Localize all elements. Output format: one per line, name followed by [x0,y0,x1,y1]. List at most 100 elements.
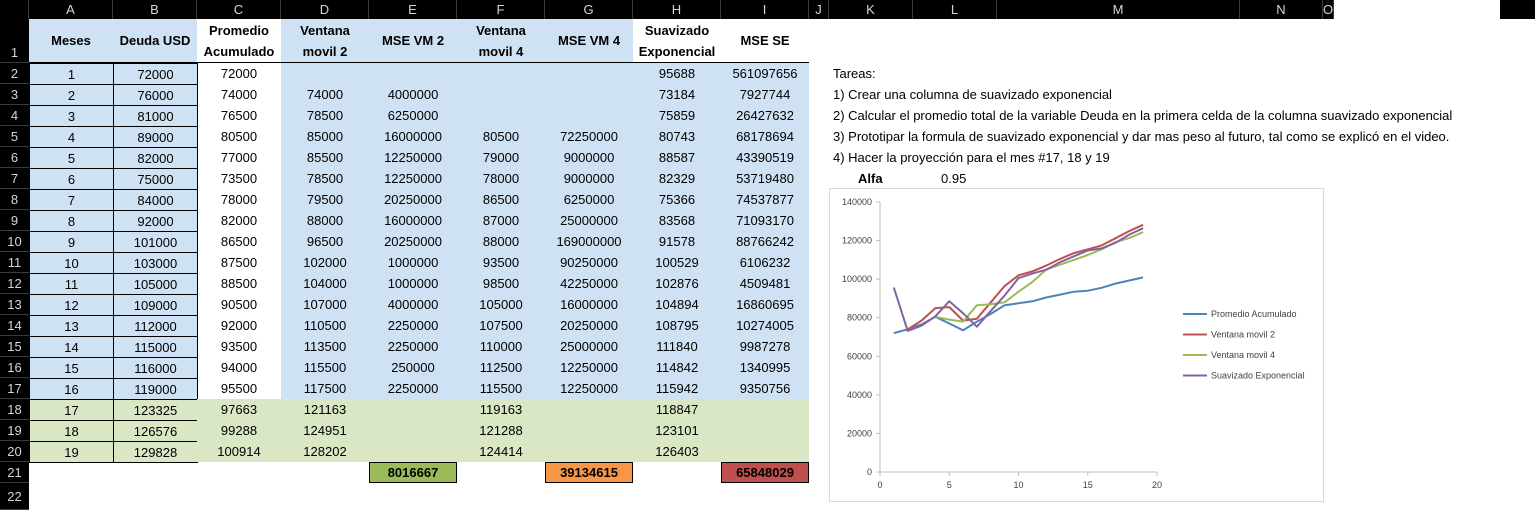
cell-i12[interactable]: 4509481 [721,273,809,294]
cell-b20[interactable]: 129828 [113,441,198,463]
cell-d10[interactable]: 96500 [281,231,369,252]
cell-a6[interactable]: 5 [29,147,114,169]
cell-e18[interactable] [369,399,457,420]
cell-c6[interactable]: 77000 [220,150,258,165]
cell-h17[interactable]: 115942 [633,378,721,399]
cell-i20[interactable] [721,441,809,462]
cell-e17[interactable]: 2250000 [369,378,457,399]
column-header-m[interactable]: M [997,0,1240,19]
cell-b7[interactable]: 75000 [113,168,198,190]
cell-b10[interactable]: 101000 [113,231,198,253]
cell-d13[interactable]: 107000 [281,294,369,315]
cell-h6[interactable]: 88587 [633,147,721,168]
cell-c15[interactable]: 93500 [220,339,258,354]
cell-e9[interactable]: 16000000 [369,210,457,231]
cell-h13[interactable]: 104894 [633,294,721,315]
cell-h18[interactable]: 118847 [633,399,721,420]
cell-f16[interactable]: 112500 [457,357,545,378]
cell-b8[interactable]: 84000 [113,189,198,211]
cell-b17[interactable]: 119000 [113,378,198,400]
cell-f17[interactable]: 115500 [457,378,545,399]
cell-h9[interactable]: 83568 [633,210,721,231]
cell-a19[interactable]: 18 [29,420,114,442]
cell-e7[interactable]: 12250000 [369,168,457,189]
row-header-15[interactable]: 15 [0,336,29,357]
alfa-value[interactable]: 0.95 [941,171,967,186]
column-header-g[interactable]: G [545,0,633,19]
cell-e12[interactable]: 1000000 [369,273,457,294]
cell-f15[interactable]: 110000 [457,336,545,357]
cell-i11[interactable]: 6106232 [721,252,809,273]
column-header-c[interactable]: C [197,0,281,19]
cell-d12[interactable]: 104000 [281,273,369,294]
cell-c10[interactable]: 86500 [220,234,258,249]
cell-d5[interactable]: 85000 [281,126,369,147]
column-header-h[interactable]: H [633,0,721,19]
cell-i3[interactable]: 7927744 [721,84,809,105]
cell-b16[interactable]: 116000 [113,357,198,379]
cell-g8[interactable]: 6250000 [545,189,633,210]
cell-f18[interactable]: 119163 [457,399,545,420]
cell-b11[interactable]: 103000 [113,252,198,274]
cell-c8[interactable]: 78000 [220,192,258,207]
column-header-j[interactable]: J [809,0,829,19]
column-header-i[interactable]: I [721,0,809,19]
cell-c9[interactable]: 82000 [220,213,258,228]
cell-f12[interactable]: 98500 [457,273,545,294]
cell-c5[interactable]: 80500 [220,129,258,144]
column-header-b[interactable]: B [113,0,197,19]
cell-d2[interactable] [281,63,369,84]
cell-d4[interactable]: 78500 [281,105,369,126]
cell-f14[interactable]: 107500 [457,315,545,336]
cell-i14[interactable]: 10274005 [721,315,809,336]
cell-c11[interactable]: 87500 [220,255,258,270]
cell-g10[interactable]: 169000000 [545,231,633,252]
cell-i5[interactable]: 68178694 [721,126,809,147]
cell-a5[interactable]: 4 [29,126,114,148]
column-header-l[interactable]: L [913,0,997,19]
cell-h12[interactable]: 102876 [633,273,721,294]
cell-i8[interactable]: 74537877 [721,189,809,210]
cell-f6[interactable]: 79000 [457,147,545,168]
cell-h7[interactable]: 82329 [633,168,721,189]
cell-a9[interactable]: 8 [29,210,114,232]
cell-a2[interactable]: 1 [29,63,114,85]
cell-g3[interactable] [545,84,633,105]
cell-a15[interactable]: 14 [29,336,114,358]
cell-e14[interactable]: 2250000 [369,315,457,336]
cell-g11[interactable]: 90250000 [545,252,633,273]
cell-e5[interactable]: 16000000 [369,126,457,147]
total-e[interactable]: 8016667 [369,462,457,483]
cell-i19[interactable] [721,420,809,441]
cell-d16[interactable]: 115500 [281,357,369,378]
cell-g14[interactable]: 20250000 [545,315,633,336]
row-header-11[interactable]: 11 [0,252,29,273]
cell-c2[interactable]: 72000 [220,66,258,81]
cell-h20[interactable]: 126403 [633,441,721,462]
cell-h15[interactable]: 111840 [633,336,721,357]
cell-f5[interactable]: 80500 [457,126,545,147]
cell-d11[interactable]: 102000 [281,252,369,273]
cell-h5[interactable]: 80743 [633,126,721,147]
row-header-16[interactable]: 16 [0,357,29,378]
cell-d20[interactable]: 128202 [281,441,369,462]
cell-d8[interactable]: 79500 [281,189,369,210]
row-header-1[interactable]: 1 [0,19,29,63]
cell-g13[interactable]: 16000000 [545,294,633,315]
cell-d17[interactable]: 117500 [281,378,369,399]
cell-c7[interactable]: 73500 [220,171,258,186]
cell-d9[interactable]: 88000 [281,210,369,231]
cell-f7[interactable]: 78000 [457,168,545,189]
cell-b15[interactable]: 115000 [113,336,198,358]
column-header-n[interactable]: N [1240,0,1323,19]
row-header-19[interactable]: 19 [0,420,29,441]
cell-a11[interactable]: 10 [29,252,114,274]
cell-c16[interactable]: 94000 [220,360,258,375]
cell-b13[interactable]: 109000 [113,294,198,316]
cell-e13[interactable]: 4000000 [369,294,457,315]
cell-g4[interactable] [545,105,633,126]
cell-c20[interactable]: 100914 [197,441,281,462]
cell-b4[interactable]: 81000 [113,105,198,127]
row-header-21[interactable]: 21 [0,462,29,483]
column-header-e[interactable]: E [369,0,457,19]
